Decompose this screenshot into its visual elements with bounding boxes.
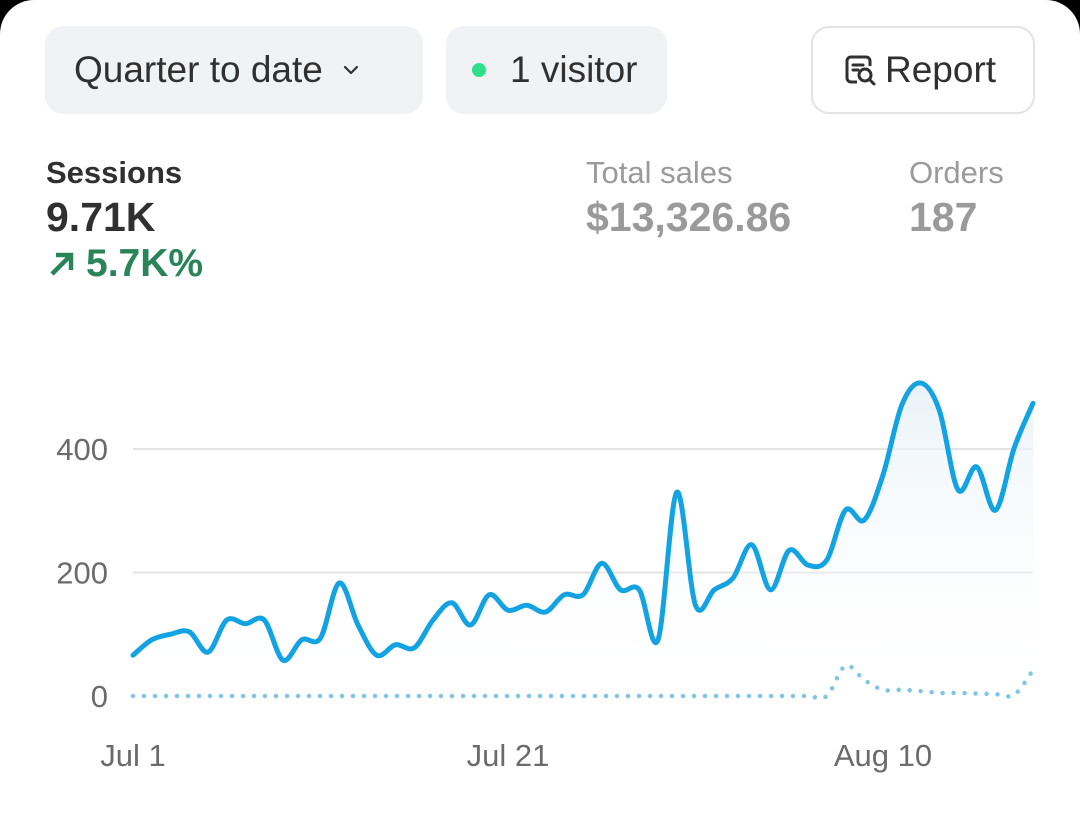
sessions-label: Sessions [46, 155, 183, 190]
visitors-label: 1 visitor [510, 49, 638, 90]
total-sales-value: $13,326.86 [586, 194, 792, 240]
y-tick-label: 400 [56, 432, 108, 467]
sessions-change-value: 5.7K% [86, 242, 204, 285]
report-button[interactable]: Report [811, 26, 1035, 114]
x-tick-label: Jul 21 [467, 738, 550, 773]
date-range-dropdown[interactable]: Quarter to date [45, 26, 423, 114]
total-sales-label: Total sales [586, 155, 733, 190]
live-visitors-button[interactable]: 1 visitor [446, 26, 667, 114]
date-range-label: Quarter to date [74, 49, 323, 90]
comparison-series-line [130, 663, 1036, 701]
orders-value: 187 [909, 194, 978, 240]
sessions-value: 9.71K [46, 194, 156, 240]
metric-total-sales[interactable]: Total sales $13,326.86 [586, 154, 791, 242]
x-tick-label: Jul 1 [100, 738, 165, 773]
sessions-series-line [130, 380, 1036, 663]
sessions-area [133, 382, 1033, 696]
chevron-down-icon [343, 65, 358, 75]
y-tick-label: 0 [91, 679, 108, 714]
arrow-up-right-icon [50, 252, 74, 276]
report-label: Report [885, 49, 997, 90]
live-dot-icon [472, 63, 486, 77]
x-tick-label: Aug 10 [834, 738, 932, 773]
orders-label: Orders [909, 155, 1004, 190]
sessions-change: 5.7K% [46, 242, 203, 286]
report-search-icon [845, 55, 876, 86]
metric-sessions[interactable]: Sessions 9.71K 5.7K% [46, 154, 203, 286]
metric-orders[interactable]: Orders 187 [909, 154, 1004, 242]
y-tick-label: 200 [56, 556, 108, 591]
